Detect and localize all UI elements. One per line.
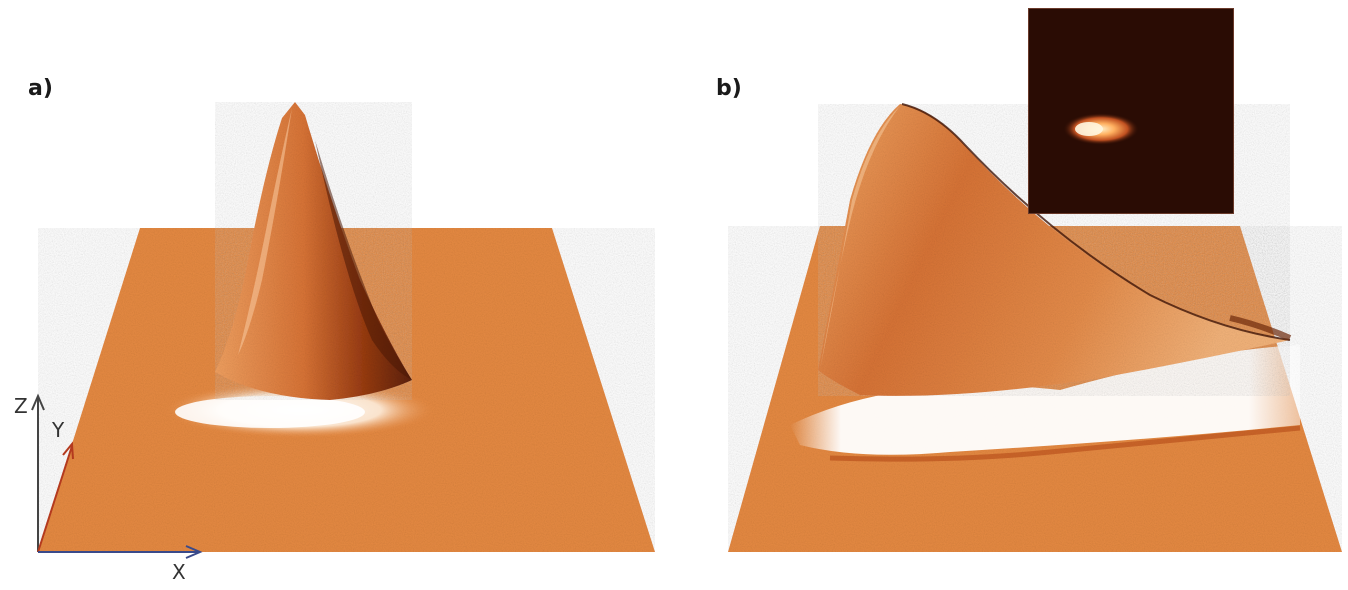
- y-axis-arrow: [37, 445, 73, 553]
- panel-a-label: a): [28, 76, 53, 101]
- z-axis-label: Z: [14, 394, 28, 418]
- coordinate-axes: [31, 393, 203, 559]
- panel-b-label: b): [716, 76, 742, 101]
- panel-b-surface: [728, 103, 1342, 552]
- panel-a-surface: [38, 102, 655, 552]
- y-axis-label: Y: [52, 418, 65, 442]
- inset-image: [1028, 8, 1234, 214]
- x-axis-label: X: [172, 560, 186, 584]
